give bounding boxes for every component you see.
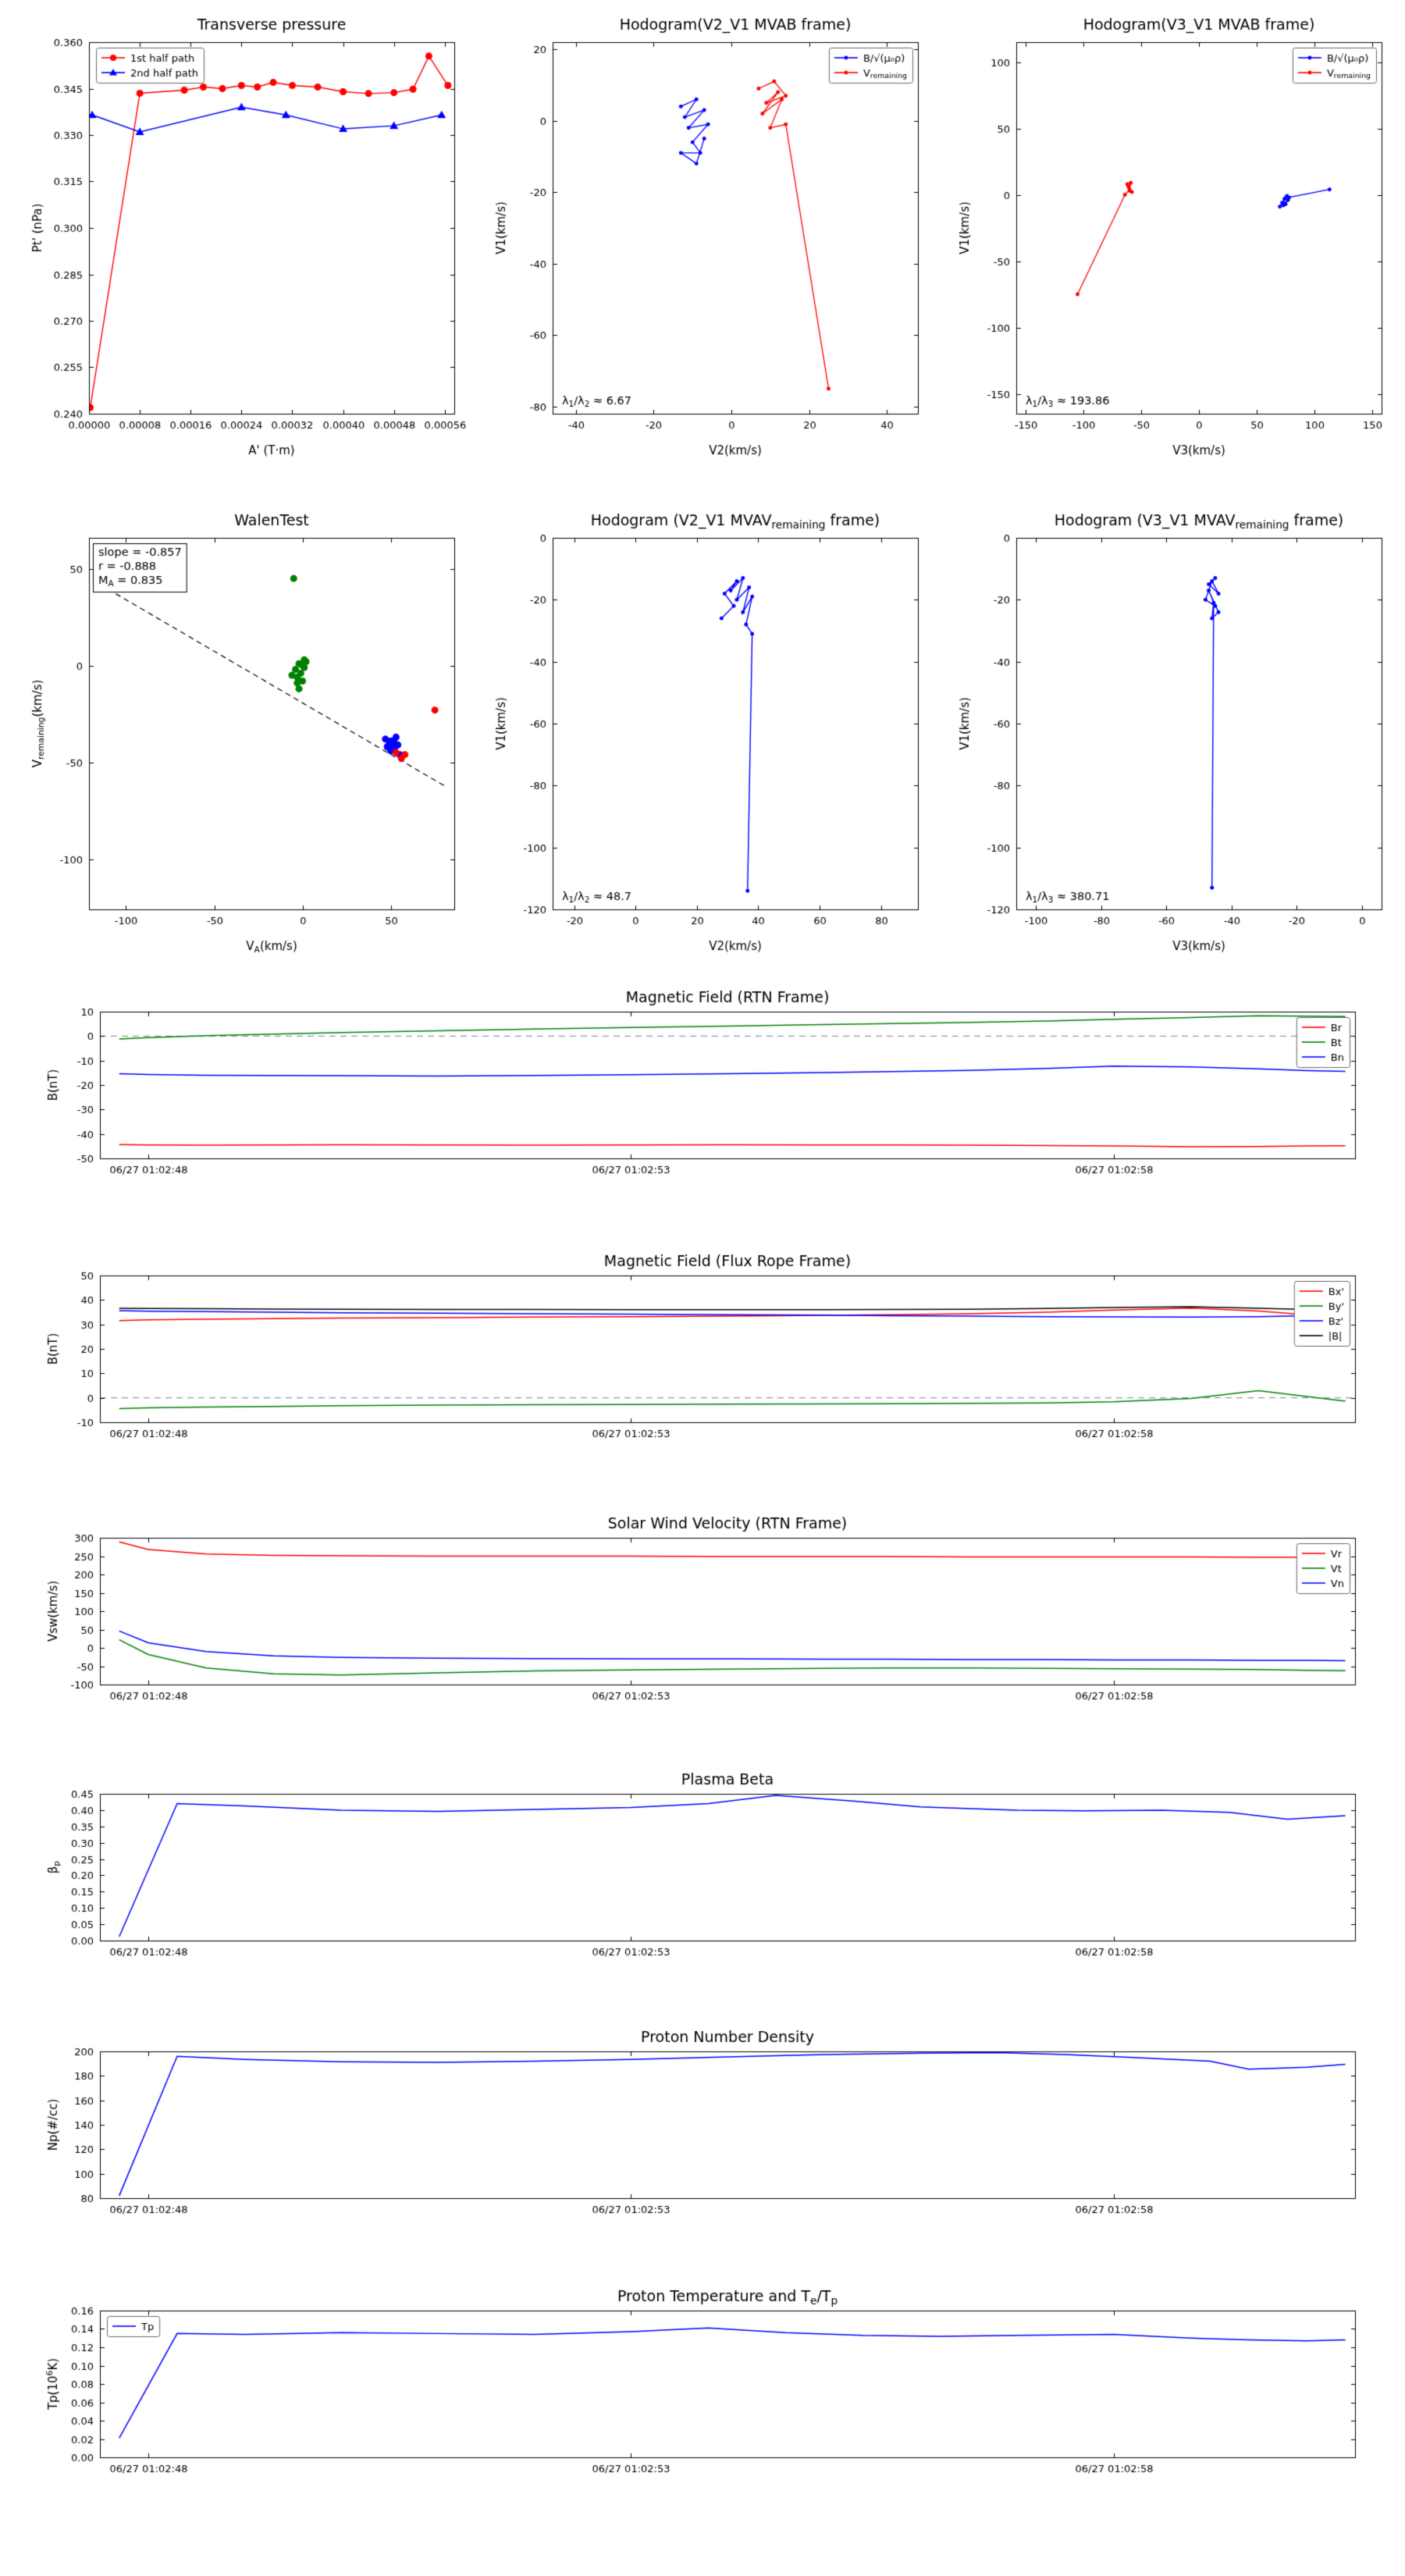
proton-density-chart <box>39 2025 1366 2234</box>
transverse-pressure-chart <box>22 8 467 465</box>
solar-wind-velocity-chart <box>39 1511 1366 1720</box>
walen-test-chart <box>22 503 467 961</box>
hodogram-v3v1-mvab-chart <box>949 8 1394 465</box>
proton-temperature-chart <box>39 2284 1366 2493</box>
hodogram-v3v1-mvav-chart <box>949 503 1394 961</box>
magnetic-field-fluxrope-chart <box>39 1249 1366 1458</box>
hodogram-v2v1-mvav-chart <box>486 503 930 961</box>
magnetic-field-rtn-chart <box>39 985 1366 1194</box>
hodogram-v2v1-mvab-chart <box>486 8 930 465</box>
plasma-beta-chart <box>39 1767 1366 1976</box>
